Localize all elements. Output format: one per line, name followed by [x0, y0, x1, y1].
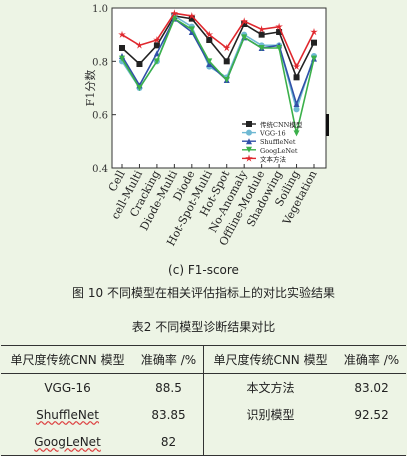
table-row: VGG-16 88.5 本文方法 83.02 — [1, 373, 406, 401]
table-cell: 82 — [134, 428, 204, 456]
y-tick-label: 0.4 — [92, 164, 108, 175]
edge-marker — [326, 114, 329, 136]
data-point — [136, 61, 143, 67]
data-point — [170, 9, 179, 17]
table-cell: 本文方法 — [246, 381, 295, 395]
data-point — [311, 39, 317, 46]
header-accuracy: 准确率 /% — [134, 345, 204, 374]
y-tick-label: 0.8 — [92, 57, 108, 68]
data-point — [311, 55, 317, 62]
header-model: 单尺度传统CNN 模型 — [213, 353, 328, 367]
series-group — [118, 9, 318, 70]
table-cell: 识别模型 — [246, 408, 295, 422]
data-point — [240, 17, 248, 25]
header-accuracy: 准确率 /% — [343, 353, 400, 367]
data-point — [119, 45, 125, 51]
comparison-table: 单尺度传统CNN 模型 准确率 /% 单尺度传统CNN 模型 准确率 /% VG… — [1, 345, 406, 456]
data-point — [206, 37, 213, 43]
table-cell: 83.02 — [354, 380, 389, 395]
table-cell: GoogLeNet — [34, 434, 101, 449]
data-point — [119, 55, 125, 62]
table-row: ShuffleNet 83.85 识别模型 92.52 — [1, 401, 406, 428]
series-line — [121, 17, 315, 107]
data-point — [153, 42, 160, 49]
table-cell: 92.52 — [354, 407, 389, 422]
data-point — [153, 36, 161, 44]
table-cell: 83.85 — [134, 401, 204, 428]
data-point — [246, 138, 252, 145]
legend-label: 传统CNN模型 — [260, 120, 303, 129]
f1-score-chart: 0.40.60.81.0 F1分数 Cellcell-MultiCracking… — [84, 4, 329, 248]
data-point — [310, 28, 318, 36]
data-point — [293, 106, 300, 113]
header-model: 单尺度传统CNN 模型 — [10, 353, 125, 367]
data-point — [188, 12, 196, 20]
data-point — [275, 22, 283, 30]
data-point — [136, 85, 143, 91]
data-point — [258, 31, 265, 38]
data-point — [246, 121, 252, 127]
table-caption: 表2 不同模型诊断结果对比 — [131, 320, 276, 334]
data-point — [292, 62, 301, 70]
data-point — [188, 15, 195, 22]
table-cell — [337, 428, 406, 456]
data-point — [241, 34, 248, 41]
data-point — [241, 21, 248, 27]
series-group — [119, 13, 317, 81]
table-cell: 88.5 — [134, 373, 204, 401]
table-header-row: 单尺度传统CNN 模型 准确率 /% 单尺度传统CNN 模型 准确率 /% — [1, 345, 406, 374]
legend-label: VGG-16 — [259, 130, 286, 138]
data-point — [276, 45, 283, 51]
data-point — [171, 15, 178, 22]
data-point — [206, 58, 213, 65]
data-point — [153, 50, 160, 57]
table-cell — [203, 428, 337, 456]
data-point — [258, 45, 265, 51]
y-tick-label: 1.0 — [92, 4, 108, 15]
table-row: GoogLeNet 82 — [1, 428, 406, 456]
figure-subcaption: (c) F1-score — [168, 263, 239, 277]
data-point — [245, 154, 253, 162]
y-axis-label: F1分数 — [84, 70, 97, 107]
legend-label: ShuffleNet — [260, 138, 296, 146]
data-point — [293, 101, 300, 107]
table-cell: ShuffleNet — [36, 407, 99, 422]
data-point — [188, 26, 195, 33]
data-point — [153, 58, 160, 65]
y-tick-label: 0.6 — [92, 111, 108, 122]
data-point — [118, 30, 126, 38]
series-line — [121, 15, 315, 80]
legend-label: 文本方法 — [260, 154, 287, 163]
data-point — [257, 25, 266, 33]
legend-label: GoogLeNet — [260, 147, 298, 155]
data-point — [223, 58, 230, 65]
data-point — [135, 41, 144, 49]
series-group — [119, 15, 317, 137]
series-line — [121, 12, 315, 69]
data-point — [293, 130, 300, 137]
data-point — [293, 74, 300, 81]
data-point — [222, 44, 231, 52]
data-point — [223, 77, 230, 83]
table-cell: VGG-16 — [44, 380, 91, 395]
data-point — [205, 30, 214, 38]
data-point — [246, 129, 252, 136]
figure-caption: 图 10 不同模型在相关评估指标上的对比实验结果 — [72, 286, 335, 300]
series-line — [121, 17, 315, 134]
data-point — [276, 29, 283, 35]
data-point — [246, 146, 252, 153]
